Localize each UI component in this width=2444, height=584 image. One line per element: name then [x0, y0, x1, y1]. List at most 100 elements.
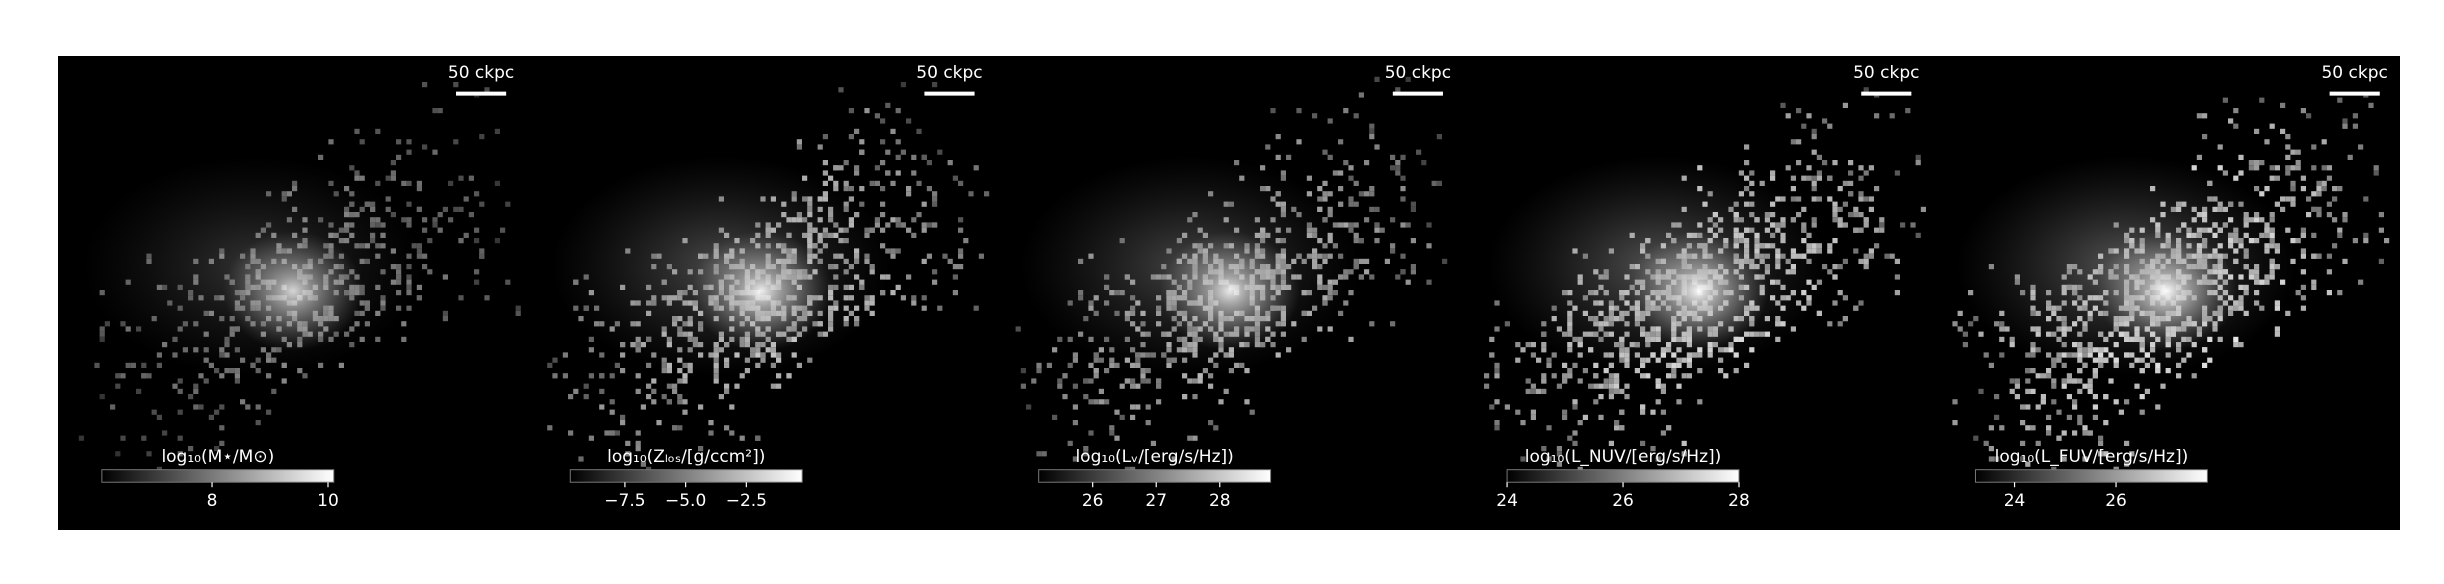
- pixel: [620, 414, 626, 420]
- pixel: [895, 217, 901, 223]
- pixel: [1796, 139, 1802, 145]
- pixel: [1988, 362, 1994, 368]
- pixel: [1968, 321, 1974, 327]
- pixel: [958, 217, 964, 223]
- pixel: [1270, 108, 1276, 114]
- pixel: [2025, 368, 2031, 374]
- pixel: [2087, 388, 2093, 394]
- pixel: [911, 295, 917, 301]
- pixel: [156, 414, 162, 420]
- pixel: [141, 362, 147, 368]
- pixel: [1577, 378, 1583, 384]
- colorbar-tick-label: 27: [1145, 491, 1167, 511]
- pixel: [2113, 399, 2119, 405]
- pixel: [2040, 373, 2046, 379]
- pixel: [2300, 269, 2306, 275]
- pixel: [796, 362, 802, 368]
- pixel: [583, 383, 589, 389]
- pixel: [1369, 134, 1375, 140]
- pixel: [494, 238, 500, 244]
- pixel: [640, 404, 646, 410]
- pixel: [1624, 394, 1630, 400]
- pixel: [2295, 149, 2301, 155]
- pixel: [2061, 430, 2067, 436]
- pixel: [1057, 383, 1063, 389]
- pixel: [1119, 414, 1125, 420]
- pixel: [1494, 420, 1500, 426]
- pixel: [1114, 435, 1120, 441]
- pixel: [1811, 180, 1817, 186]
- pixel: [1608, 388, 1614, 394]
- pixel: [2103, 394, 2109, 400]
- pixel: [1676, 399, 1682, 405]
- pixel: [2316, 191, 2322, 197]
- pixel: [552, 373, 558, 379]
- pixel: [2342, 118, 2348, 124]
- pixel: [416, 180, 422, 186]
- pixel: [713, 378, 719, 384]
- pixel: [1358, 191, 1364, 197]
- pixel: [932, 191, 938, 197]
- pixel: [437, 227, 443, 233]
- pixel: [1426, 222, 1432, 228]
- pixel: [1515, 357, 1521, 363]
- pixel: [1681, 451, 1687, 457]
- pixel: [2311, 191, 2317, 197]
- pixel: [906, 227, 912, 233]
- pixel: [2077, 378, 2083, 384]
- pixel: [635, 440, 641, 446]
- pixel: [1327, 326, 1333, 332]
- pixel: [2290, 238, 2296, 244]
- pixel: [2300, 295, 2306, 301]
- pixel: [1894, 290, 1900, 296]
- pixel: [1681, 440, 1687, 446]
- pixel: [2311, 232, 2317, 238]
- pixel: [729, 404, 735, 410]
- pixel: [2051, 399, 2057, 405]
- pixel: [2274, 326, 2280, 332]
- pixel: [921, 201, 927, 207]
- pixel: [1790, 139, 1796, 145]
- pixel: [672, 383, 678, 389]
- pixel: [2098, 440, 2104, 446]
- pixel: [1187, 435, 1193, 441]
- pixel: [146, 373, 152, 379]
- pixel: [1093, 373, 1099, 379]
- pixel: [885, 149, 891, 155]
- pixel: [1915, 160, 1921, 166]
- pixel: [1119, 383, 1125, 389]
- colorbar-tick-label: 26: [2105, 491, 2127, 511]
- pixel: [1431, 180, 1437, 186]
- pixel: [698, 446, 704, 452]
- pixel: [1536, 388, 1542, 394]
- pixel: [2014, 383, 2020, 389]
- pixel: [1868, 196, 1874, 202]
- pixel: [2326, 253, 2332, 259]
- pixel: [2238, 170, 2244, 176]
- pixel: [375, 128, 381, 134]
- pixel: [677, 378, 683, 384]
- pixel: [786, 373, 792, 379]
- pixel: [1614, 373, 1620, 379]
- pixel: [854, 170, 860, 176]
- core: [691, 231, 832, 352]
- pixel: [1614, 388, 1620, 394]
- pixel: [609, 409, 615, 415]
- pixel: [115, 383, 121, 389]
- pixel: [947, 160, 953, 166]
- pixel: [2311, 144, 2317, 150]
- pixel: [599, 388, 605, 394]
- pixel: [2103, 451, 2109, 457]
- pixel: [739, 373, 745, 379]
- pixel: [2352, 238, 2358, 244]
- pixel: [2285, 144, 2291, 150]
- pixel: [1952, 420, 1958, 426]
- pixel: [401, 336, 407, 342]
- pixel: [359, 175, 365, 181]
- pixel: [2035, 440, 2041, 446]
- pixel: [2254, 160, 2260, 166]
- pixel: [1593, 373, 1599, 379]
- pixel: [1114, 409, 1120, 415]
- pixel: [916, 128, 922, 134]
- pixel: [880, 201, 886, 207]
